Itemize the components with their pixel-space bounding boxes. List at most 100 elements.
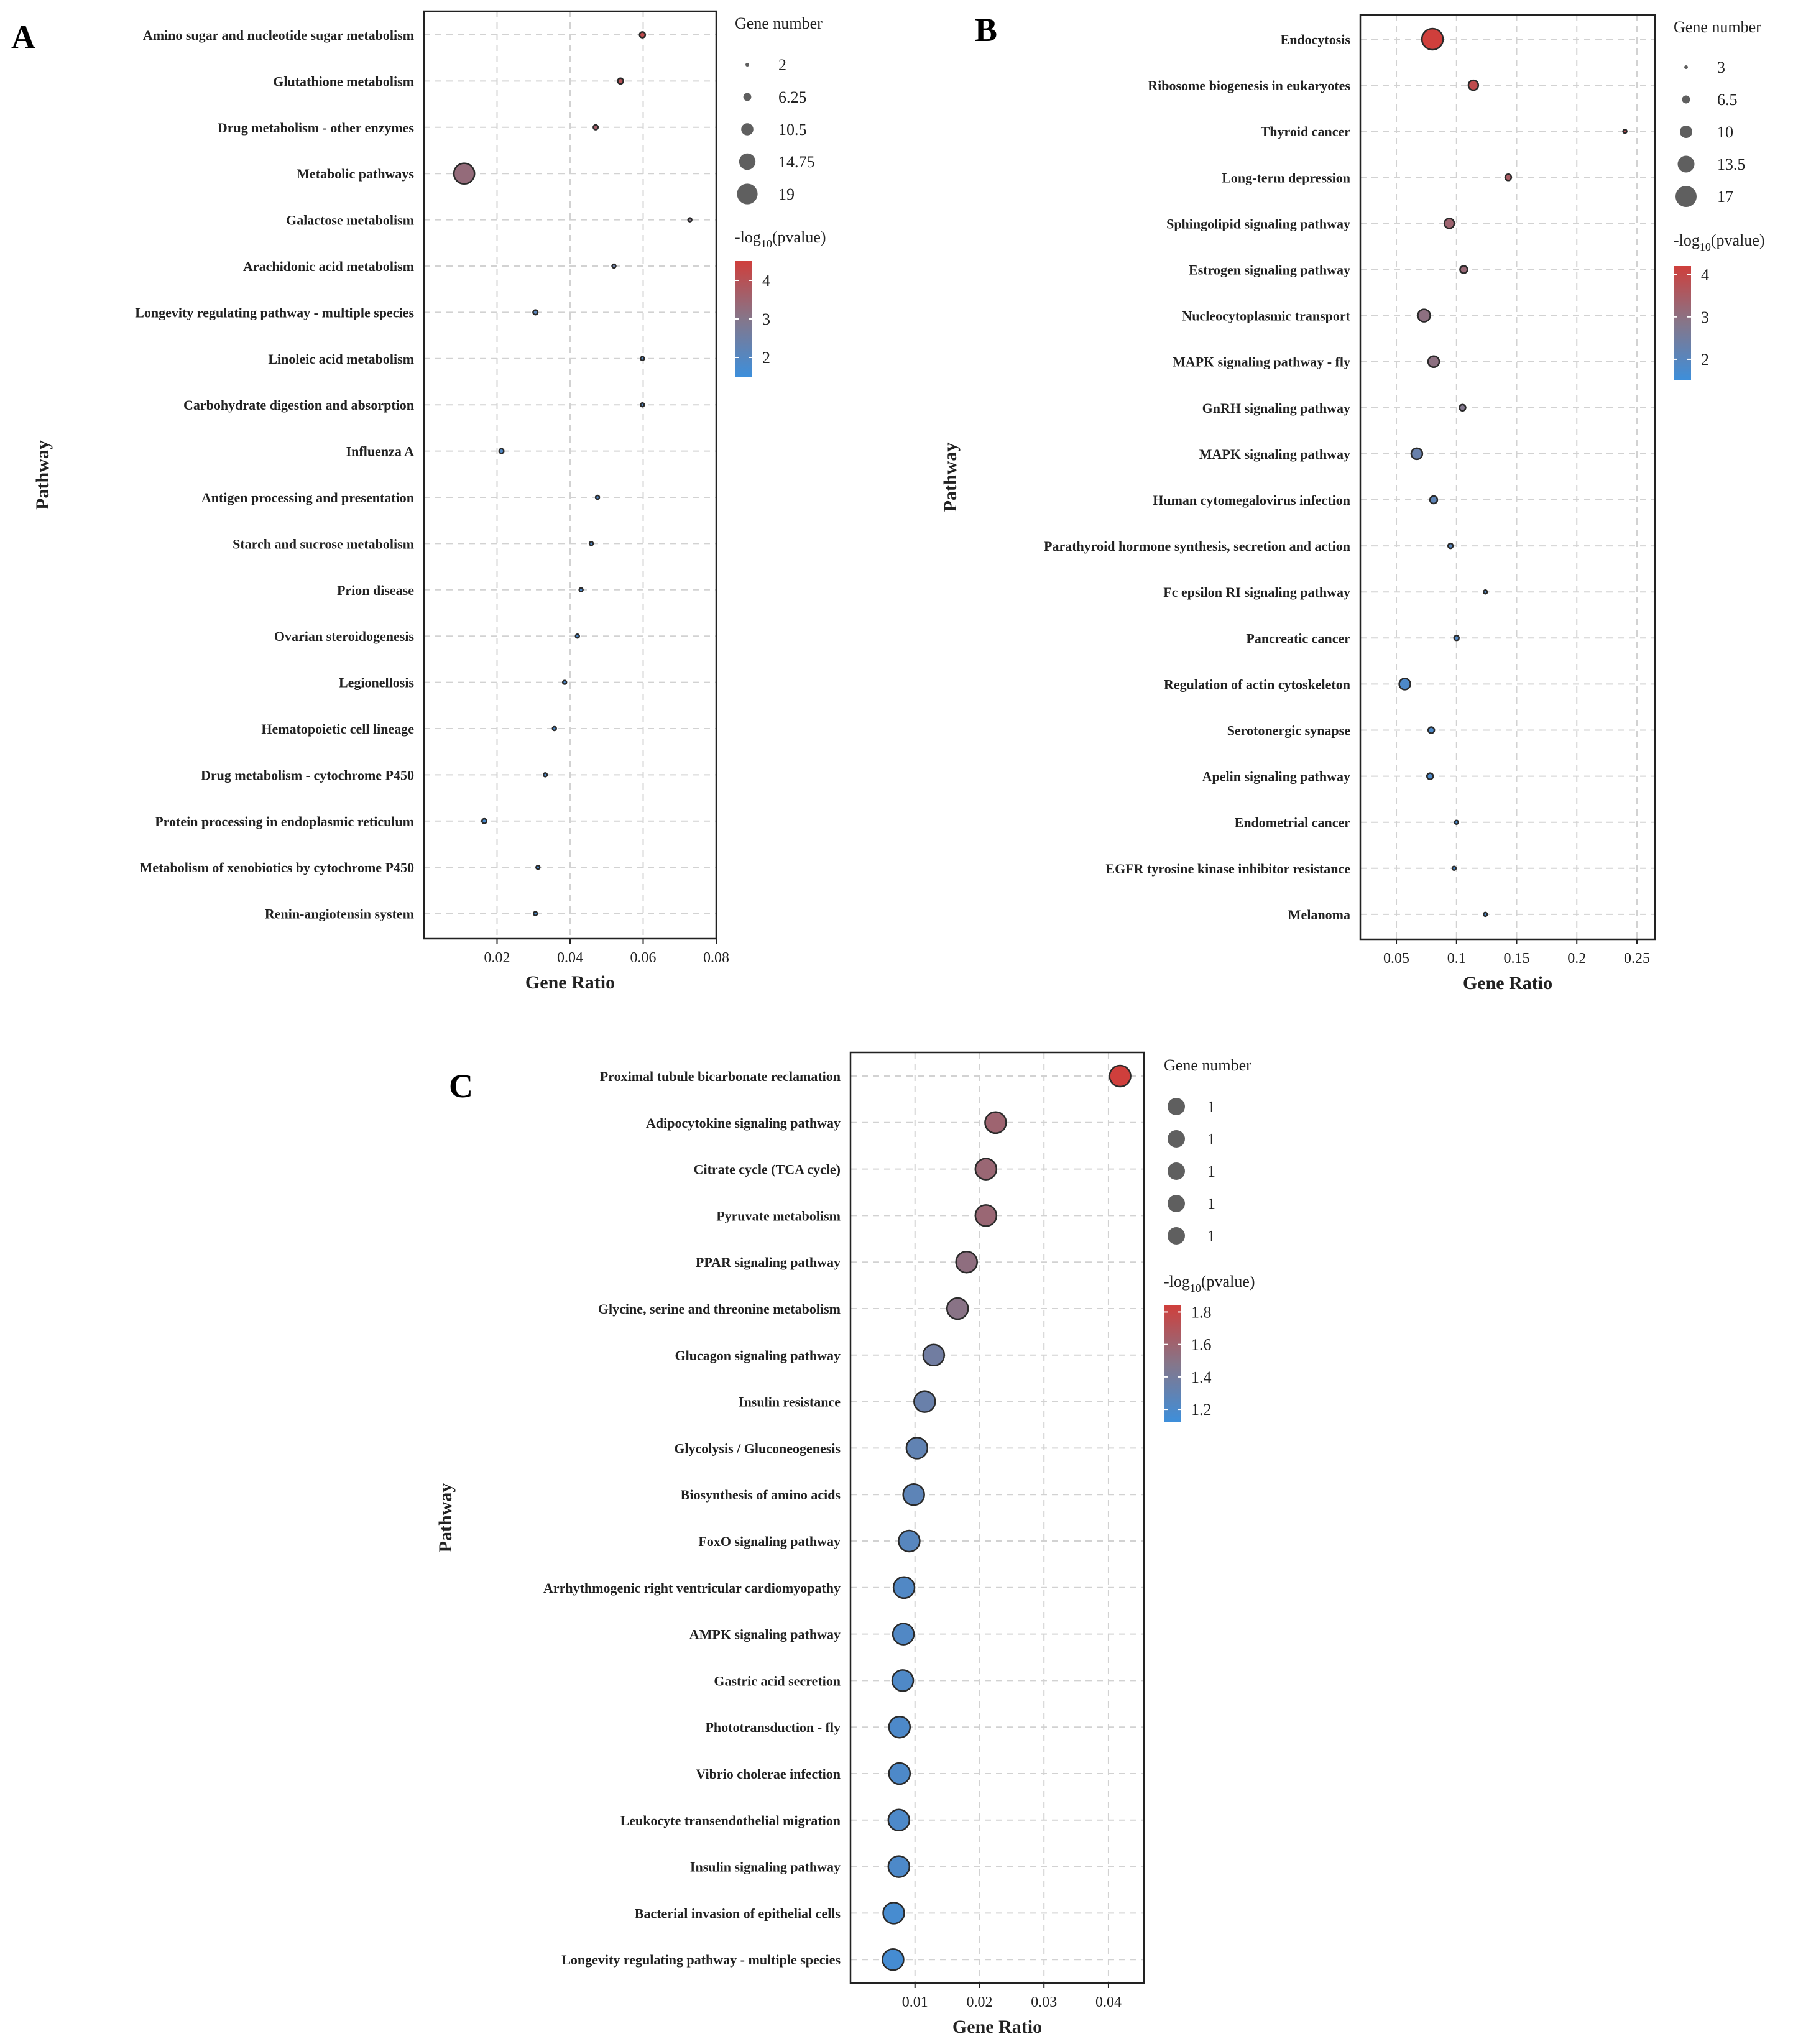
size-legend-title: Gene number [1674,18,1761,36]
y-tick-label: Legionellosis [339,675,414,691]
y-tick-label: Glycine, serine and threonine metabolism [598,1301,841,1317]
y-tick-label: Melanoma [1288,907,1350,923]
y-tick-label: Drug metabolism - other enzymes [218,120,415,136]
y-tick-label: Parathyroid hormone synthesis, secretion… [1044,538,1350,554]
color-bar-label: 3 [1701,308,1709,326]
size-legend-label: 10.5 [778,121,807,139]
data-point [532,309,539,316]
x-axis-title: Gene Ratio [525,972,615,993]
data-point [453,162,476,185]
data-point [955,1250,978,1274]
y-tick-label: Starch and sucrose metabolism [233,536,414,551]
data-point [946,1297,969,1320]
size-legend-dot [1168,1162,1185,1180]
data-point [887,1855,911,1878]
panel-label: C [449,1067,473,1105]
y-tick-label: AMPK signaling pathway [689,1627,841,1642]
panel-label: A [11,19,35,56]
y-tick-label: Biosynthesis of amino acids [681,1487,841,1503]
y-tick-label: Linoleic acid metabolism [268,351,414,367]
y-tick-label: EGFR tyrosine kinase inhibitor resistanc… [1105,861,1350,877]
x-tick-label: 0.04 [1095,1994,1122,2010]
y-tick-label: Regulation of actin cytoskeleton [1164,676,1350,692]
size-legend-dot [1168,1130,1185,1148]
size-legend-dot [1677,155,1695,173]
y-tick-label: Glycolysis / Gluconeogenesis [674,1440,841,1456]
y-tick-label: Galactose metabolism [286,213,414,228]
size-legend-dot [1168,1227,1185,1245]
y-tick-label: Endometrial cancer [1235,815,1351,831]
y-tick-label: Protein processing in endoplasmic reticu… [155,814,414,829]
y-tick-label: Ribosome biogenesis in eukaryotes [1148,78,1350,93]
x-tick-label: 0.06 [630,950,657,966]
y-tick-label: Adipocytokine signaling pathway [646,1115,841,1131]
size-legend-dot [737,183,758,205]
y-tick-label: Longevity regulating pathway - multiple … [561,1952,841,1968]
y-axis-title: Pathway [32,440,53,510]
x-tick-label: 0.03 [1031,1994,1057,2010]
size-legend-dot [1684,65,1688,69]
size-legend-dot [739,153,756,170]
size-legend-dot [745,63,749,67]
y-tick-label: Pancreatic cancer [1246,630,1350,646]
data-point [551,725,557,732]
data-point [1459,403,1467,412]
x-tick-label: 0.02 [484,950,510,966]
y-tick-label: Fc epsilon RI signaling pathway [1163,584,1350,600]
y-tick-label: Bacterial invasion of epithelial cells [635,1905,841,1921]
y-tick-label: Arrhythmogenic right ventricular cardiom… [543,1580,841,1596]
data-point [1459,265,1468,274]
size-legend-label: 17 [1717,188,1733,206]
data-point [1427,355,1440,368]
panel-c: C Proximal tubule bicarbonate reclamation… [435,1051,1255,2037]
data-point [638,31,647,39]
y-tick-label: Human cytomegalovirus infection [1153,492,1350,508]
size-legend-label: 10 [1717,123,1733,141]
data-point [1443,218,1455,229]
size-legend-label: 14.75 [778,153,815,171]
plot-frame [849,1051,1145,1984]
data-point [898,1529,921,1553]
data-point [888,1715,911,1739]
y-tick-label: Metabolism of xenobiotics by cytochrome … [140,860,414,875]
color-bar-label: 1.6 [1191,1336,1212,1354]
color-bar [1164,1305,1181,1422]
y-tick-label: Citrate cycle (TCA cycle) [694,1162,841,1177]
size-legend-dot [1675,186,1697,207]
y-tick-label: PPAR signaling pathway [696,1254,841,1270]
y-tick-label: Thyroid cancer [1261,124,1351,139]
data-point [905,1437,929,1460]
data-point [561,679,568,685]
color-bar [1674,266,1691,380]
y-tick-label: Estrogen signaling pathway [1189,262,1350,278]
data-point [1447,542,1454,550]
y-tick-label: FoxO signaling pathway [698,1534,841,1549]
y-tick-label: Glucagon signaling pathway [675,1348,841,1363]
data-point [974,1158,998,1181]
data-point [1421,27,1444,51]
y-tick-label: Metabolic pathways [297,166,414,182]
data-point [481,817,487,824]
y-tick-label: Vibrio cholerae infection [696,1766,841,1782]
y-tick-label: Endocytosis [1281,32,1351,47]
y-tick-label: Amino sugar and nucleotide sugar metabol… [143,27,414,43]
y-tick-label: Serotonergic synapse [1227,723,1350,739]
data-point [1398,678,1411,691]
y-tick-label: Gastric acid secretion [714,1673,841,1688]
data-point [1482,911,1488,918]
color-legend-title: -log10(pvalue) [1674,231,1765,253]
data-point [611,263,617,269]
color-bar-label: 1.4 [1191,1368,1212,1386]
x-tick-label: 0.04 [557,950,583,966]
data-point [1417,308,1431,323]
size-legend-label: 13.5 [1717,155,1746,173]
x-tick-label: 0.1 [1447,951,1466,967]
x-tick-label: 0.2 [1567,951,1586,967]
y-tick-label: Ovarian steroidogenesis [274,628,415,644]
y-tick-label: Apelin signaling pathway [1202,769,1350,785]
data-point [1429,495,1439,505]
y-tick-label: Leukocyte transendothelial migration [620,1813,841,1828]
y-tick-label: Glutathione metabolism [273,73,414,89]
data-point [1451,865,1457,872]
